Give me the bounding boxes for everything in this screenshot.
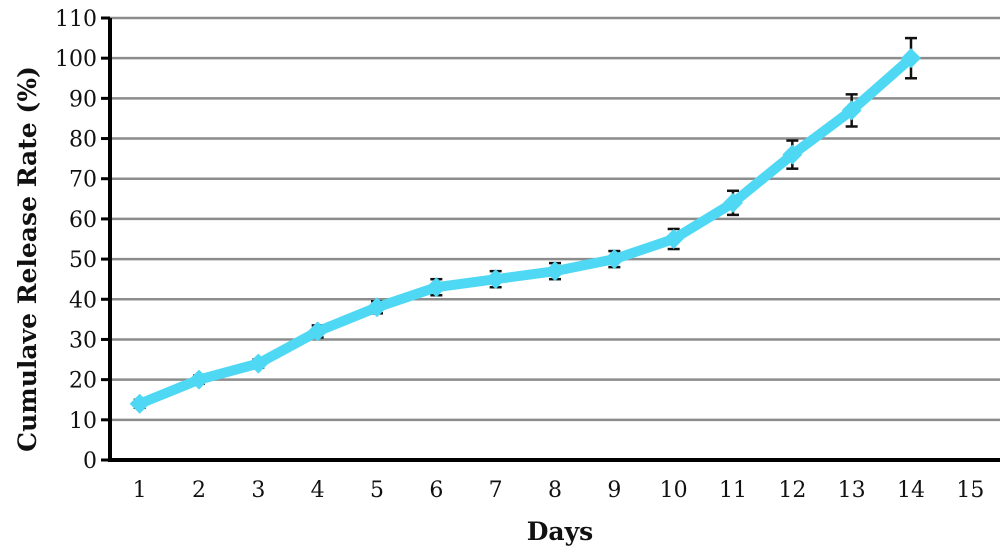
x-tick-label-13: 13: [838, 478, 866, 503]
y-tick-label-110: 110: [55, 7, 97, 32]
x-tick-label-15: 15: [956, 478, 984, 503]
y-axis-title: Cumulave Release Rate (%): [13, 66, 42, 452]
data-point: [782, 144, 803, 165]
axes: [101, 16, 1000, 462]
x-tick-label-1: 1: [133, 478, 147, 503]
x-tick-label-7: 7: [489, 478, 503, 503]
x-axis-title: Days: [527, 517, 593, 546]
x-tick-label-10: 10: [660, 478, 688, 503]
data-point: [663, 229, 684, 249]
y-tick-label-40: 40: [69, 288, 97, 313]
data-point: [248, 353, 269, 374]
y-tick-label-10: 10: [69, 409, 97, 434]
y-tick-labels: 0 10 20 30 40 50 60 70 80 90 100 110: [55, 7, 97, 474]
y-tick-label-90: 90: [69, 87, 97, 112]
x-tick-label-11: 11: [719, 478, 747, 503]
x-tick-label-8: 8: [548, 478, 562, 503]
x-tick-label-6: 6: [429, 478, 443, 503]
x-tick-label-4: 4: [311, 478, 325, 503]
series-line-0: [134, 53, 916, 409]
y-tick-label-30: 30: [69, 328, 97, 353]
data-point: [189, 369, 209, 390]
x-tick-label-3: 3: [251, 478, 265, 503]
x-tick-labels: 1 2 3 4 5 6 7 8 9 10 11 12 13 14 15: [133, 478, 985, 503]
data-point: [485, 269, 506, 290]
data-point: [545, 261, 565, 282]
x-tick-label-9: 9: [607, 478, 621, 503]
data-point: [426, 277, 447, 298]
gridlines: [110, 16, 1000, 422]
data-point: [367, 297, 387, 318]
error-bars: [133, 36, 917, 410]
y-tick-label-20: 20: [69, 369, 97, 394]
y-tick-label-100: 100: [55, 47, 97, 72]
x-tick-label-14: 14: [897, 478, 925, 503]
x-tick-label-5: 5: [370, 478, 384, 503]
data-point: [841, 100, 862, 121]
y-tick-label-50: 50: [69, 248, 97, 273]
x-tick-label-2: 2: [192, 478, 206, 503]
data-point: [307, 321, 328, 342]
y-tick-label-70: 70: [69, 168, 97, 193]
x-tick-label-12: 12: [778, 478, 806, 503]
data-point: [604, 249, 625, 270]
y-tick-label-0: 0: [83, 449, 97, 474]
data-point: [723, 192, 743, 213]
y-tick-label-60: 60: [69, 208, 97, 233]
y-tick-label-80: 80: [69, 128, 97, 153]
series: [129, 48, 921, 414]
data-point: [901, 48, 921, 69]
data-point: [129, 393, 150, 414]
